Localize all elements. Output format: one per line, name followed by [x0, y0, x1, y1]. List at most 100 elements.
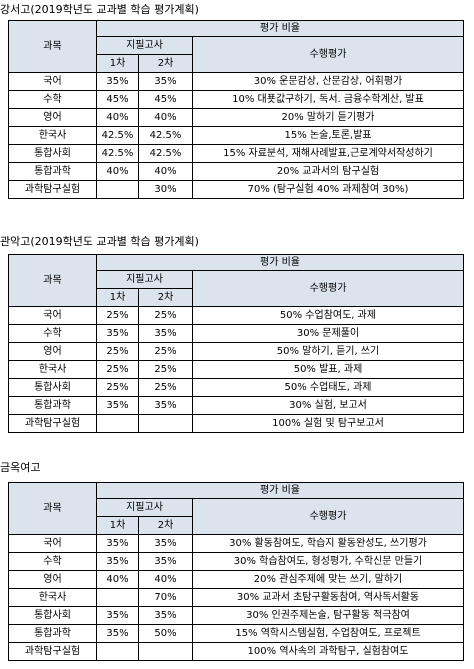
subject-cell: 통합사회 — [8, 606, 97, 625]
table-row: 통합사회 25% 25% 50% 수업태도, 과제 — [8, 378, 464, 397]
table-row: 과학탐구실험 100% 실험 및 탐구보고서 — [8, 414, 464, 433]
performance-cell: 50% 수업참여도, 과제 — [192, 306, 464, 325]
performance-header: 수행평가 — [192, 270, 464, 307]
performance-cell: 20% 교과서의 탐구실험 — [192, 162, 464, 181]
table-row: 통합과학 40% 40% 20% 교과서의 탐구실험 — [8, 162, 464, 181]
first-term-cell: 42.5% — [96, 144, 139, 163]
performance-cell: 30% 활동참여도, 학습지 활동완성도, 쓰기평가 — [192, 534, 464, 553]
second-term-cell: 25% — [138, 342, 193, 361]
first-term-cell: 35% — [96, 396, 139, 415]
written-exam-header: 지필고사 — [96, 270, 193, 289]
performance-header: 수행평가 — [192, 36, 464, 73]
first-term-header: 1차 — [96, 516, 139, 535]
second-term-cell — [138, 414, 193, 433]
performance-cell: 30% 교과서 초탐구활동참여, 역사독서활동 — [192, 588, 464, 607]
table-row: 통합과학 35% 50% 15% 역학시스템실험, 수업참여도, 프로젝트 — [8, 624, 464, 643]
second-term-cell: 35% — [138, 606, 193, 625]
second-term-header: 2차 — [138, 516, 193, 535]
first-term-cell — [96, 414, 139, 433]
second-term-cell: 35% — [138, 396, 193, 415]
subject-header: 과목 — [8, 254, 97, 307]
second-term-cell: 45% — [138, 90, 193, 109]
subject-cell: 한국사 — [8, 588, 97, 607]
first-term-cell: 45% — [96, 90, 139, 109]
performance-cell: 10% 대푯값구하기, 독서. 금융수학계산, 발표 — [192, 90, 464, 109]
subject-header: 과목 — [8, 20, 97, 73]
table-row: 영어 25% 25% 50% 말하기, 듣기, 쓰기 — [8, 342, 464, 361]
performance-cell: 30% 운문감상, 산문감상, 어휘평가 — [192, 72, 464, 91]
second-term-cell: 25% — [138, 306, 193, 325]
written-exam-header: 지필고사 — [96, 498, 193, 517]
subject-cell: 통합사회 — [8, 378, 97, 397]
performance-header: 수행평가 — [192, 498, 464, 535]
table-row: 수학 35% 35% 30% 문제풀이 — [8, 324, 464, 343]
performance-cell: 100% 실험 및 탐구보고서 — [192, 414, 464, 433]
second-term-cell: 42.5% — [138, 126, 193, 145]
subject-cell: 국어 — [8, 72, 97, 91]
performance-cell: 20% 관심주제에 맞는 쓰기, 말하기 — [192, 570, 464, 589]
table-row: 국어 25% 25% 50% 수업참여도, 과제 — [8, 306, 464, 325]
performance-cell: 15% 논술,토론,발표 — [192, 126, 464, 145]
first-term-cell: 35% — [96, 72, 139, 91]
subject-cell: 과학탐구실험 — [8, 180, 97, 199]
performance-cell: 30% 실험, 보고서 — [192, 396, 464, 415]
first-term-header: 1차 — [96, 54, 139, 73]
section-title: 관악고(2019학년도 교과별 학습 평가계획) — [0, 235, 199, 248]
table-row: 국어 35% 35% 30% 활동참여도, 학습지 활동완성도, 쓰기평가 — [8, 534, 464, 553]
subject-cell: 영어 — [8, 108, 97, 127]
subject-cell: 국어 — [8, 534, 97, 553]
performance-cell: 50% 수업태도, 과제 — [192, 378, 464, 397]
subject-cell: 국어 — [8, 306, 97, 325]
first-term-cell: 25% — [96, 360, 139, 379]
first-term-cell: 25% — [96, 378, 139, 397]
first-term-cell — [96, 588, 139, 607]
first-term-header: 1차 — [96, 288, 139, 307]
table-row: 영어 40% 40% 20% 관심주제에 맞는 쓰기, 말하기 — [8, 570, 464, 589]
first-term-cell — [96, 642, 139, 661]
score-ratio-header: 평가 비율 — [96, 20, 464, 37]
second-term-cell: 40% — [138, 570, 193, 589]
second-term-cell: 25% — [138, 360, 193, 379]
second-term-cell — [138, 642, 193, 661]
first-term-cell: 35% — [96, 534, 139, 553]
first-term-cell: 25% — [96, 342, 139, 361]
subject-cell: 통합과학 — [8, 396, 97, 415]
second-term-cell: 50% — [138, 624, 193, 643]
subject-cell: 통합과학 — [8, 624, 97, 643]
first-term-cell — [96, 180, 139, 199]
subject-cell: 통합사회 — [8, 144, 97, 163]
subject-cell: 한국사 — [8, 126, 97, 145]
table-row: 과학탐구실험 100% 역사속의 과학탐구, 실험참여도 — [8, 642, 464, 661]
table-row: 영어 40% 40% 20% 말하기 듣기평가 — [8, 108, 464, 127]
first-term-cell: 40% — [96, 570, 139, 589]
subject-cell: 한국사 — [8, 360, 97, 379]
table-row: 통합과학 35% 35% 30% 실험, 보고서 — [8, 396, 464, 415]
table-row: 한국사 25% 25% 50% 발표, 과제 — [8, 360, 464, 379]
performance-cell: 50% 발표, 과제 — [192, 360, 464, 379]
second-term-header: 2차 — [138, 288, 193, 307]
second-term-cell: 70% — [138, 588, 193, 607]
performance-cell: 30% 인권주제논술, 탐구활동 적극참여 — [192, 606, 464, 625]
second-term-cell: 35% — [138, 552, 193, 571]
first-term-cell: 35% — [96, 552, 139, 571]
second-term-cell: 42.5% — [138, 144, 193, 163]
table-row: 통합사회 35% 35% 30% 인권주제논술, 탐구활동 적극참여 — [8, 606, 464, 625]
first-term-cell: 35% — [96, 606, 139, 625]
subject-cell: 수학 — [8, 324, 97, 343]
second-term-header: 2차 — [138, 54, 193, 73]
performance-cell: 20% 말하기 듣기평가 — [192, 108, 464, 127]
subject-header: 과목 — [8, 482, 97, 535]
table-row: 한국사 70% 30% 교과서 초탐구활동참여, 역사독서활동 — [8, 588, 464, 607]
second-term-cell: 35% — [138, 324, 193, 343]
subject-cell: 수학 — [8, 90, 97, 109]
section-title: 금옥여고 — [0, 461, 41, 474]
table-row: 수학 35% 35% 30% 학습참여도, 형성평가, 수학신문 만들기 — [8, 552, 464, 571]
performance-cell: 100% 역사속의 과학탐구, 실험참여도 — [192, 642, 464, 661]
score-ratio-header: 평가 비율 — [96, 482, 464, 499]
section-title: 강서고(2019학년도 교과별 학습 평가계획) — [0, 3, 199, 16]
second-term-cell: 40% — [138, 108, 193, 127]
second-term-cell: 40% — [138, 162, 193, 181]
second-term-cell: 30% — [138, 180, 193, 199]
table-row: 통합사회 42.5% 42.5% 15% 자료분석, 재해사례발표,근로계약서작… — [8, 144, 464, 163]
subject-cell: 과학탐구실험 — [8, 642, 97, 661]
